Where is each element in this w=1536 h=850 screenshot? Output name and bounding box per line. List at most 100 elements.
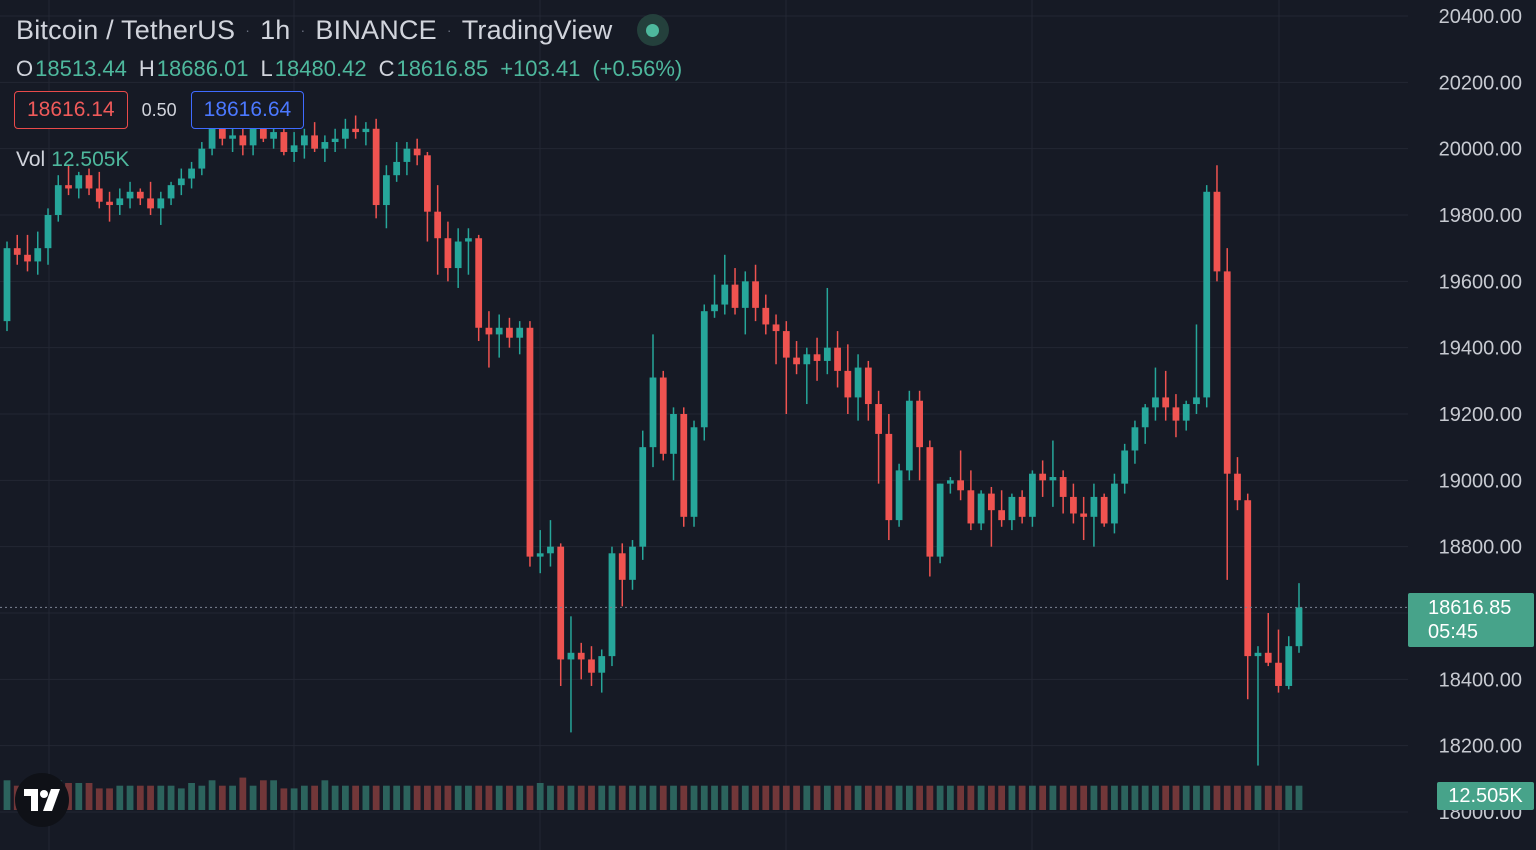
volume-bar xyxy=(506,785,513,810)
candle-body xyxy=(741,281,749,308)
candle-body xyxy=(1213,191,1221,272)
candle-body xyxy=(1182,404,1190,421)
candle-body xyxy=(1264,652,1272,663)
volume-bar xyxy=(772,785,780,810)
volume-bar xyxy=(413,785,421,810)
candle-body xyxy=(834,347,841,371)
sell-price-button[interactable]: 18616.14 xyxy=(14,91,128,129)
volume-bar xyxy=(1162,785,1170,810)
volume-bar xyxy=(383,785,390,810)
source-label: TradingView xyxy=(461,14,613,45)
volume-bar xyxy=(608,785,616,810)
volume-bar xyxy=(1182,785,1190,810)
candle-body xyxy=(198,148,206,169)
candle-body xyxy=(690,427,698,517)
candle-body xyxy=(424,155,431,212)
candle-body xyxy=(1162,397,1170,408)
volume-bar xyxy=(526,785,534,810)
candle-body xyxy=(444,238,452,269)
volume-bar xyxy=(300,785,308,810)
volume-bar xyxy=(844,785,852,810)
volume-bar xyxy=(1152,785,1159,810)
volume-bar xyxy=(331,785,339,810)
volume-bar xyxy=(547,785,554,810)
candle-body xyxy=(700,311,708,428)
volume-bar xyxy=(1018,785,1026,810)
volume-bar xyxy=(3,780,11,810)
header-separator: · xyxy=(245,22,251,38)
candle-body xyxy=(854,367,862,398)
volume-bar xyxy=(75,783,83,810)
volume-bar xyxy=(516,785,524,810)
volume-bar xyxy=(495,785,503,810)
volume-bar xyxy=(177,788,185,810)
candle-body xyxy=(85,175,93,189)
volume-bar xyxy=(1121,785,1129,810)
market-open-icon[interactable] xyxy=(636,14,669,46)
candle-body xyxy=(1244,500,1252,657)
volume-bar xyxy=(700,785,708,810)
candle-body xyxy=(506,327,513,338)
candle-body xyxy=(34,248,42,262)
candle-body xyxy=(485,327,493,335)
volume-bar xyxy=(1049,785,1057,810)
volume-bar xyxy=(321,780,329,810)
volume-bar xyxy=(393,785,401,810)
candle-body xyxy=(1018,496,1026,517)
volume-bar xyxy=(311,785,319,810)
candle-body xyxy=(75,175,83,189)
candle-body xyxy=(721,284,729,305)
volume-legend[interactable]: Vol 12.505K xyxy=(16,148,129,172)
candle-body xyxy=(844,370,852,398)
candle-body xyxy=(967,490,975,524)
candle-body xyxy=(557,546,565,660)
tradingview-logo-icon[interactable] xyxy=(15,773,69,827)
volume-key: Vol xyxy=(16,148,46,171)
candle-body xyxy=(598,656,606,673)
candle-body xyxy=(516,327,524,338)
volume-bar xyxy=(465,785,472,810)
candle-body xyxy=(1172,407,1180,421)
volume-bar xyxy=(649,785,657,810)
candle-body xyxy=(885,433,893,521)
volume-bar xyxy=(1100,785,1108,810)
candle-body xyxy=(300,135,308,146)
candle-body xyxy=(249,128,257,146)
candle-body xyxy=(290,145,298,152)
candle-body xyxy=(813,354,821,361)
candle-body xyxy=(526,327,534,557)
y-tick-label: 19000.00 xyxy=(1439,470,1522,492)
symbol-title[interactable]: Bitcoin / TetherUS xyxy=(16,14,236,45)
volume-bar xyxy=(1254,785,1262,810)
volume-bar xyxy=(998,785,1006,810)
candle-body xyxy=(126,191,134,199)
volume-bar xyxy=(803,785,811,810)
candle-body xyxy=(1059,477,1067,497)
candle-body xyxy=(547,546,554,554)
volume-bar xyxy=(454,785,462,810)
candle-body xyxy=(434,211,442,239)
candle-body xyxy=(239,135,247,146)
candle-body xyxy=(1029,473,1036,517)
volume-bar xyxy=(659,785,667,810)
chart-header: Bitcoin / TetherUS · 1h · BINANCE · Trad… xyxy=(16,14,669,46)
buy-price-button[interactable]: 18616.64 xyxy=(190,91,305,129)
y-tick-label: 19600.00 xyxy=(1439,271,1522,293)
interval-label[interactable]: 1h xyxy=(260,14,291,45)
volume-bar xyxy=(362,785,370,810)
volume-bar xyxy=(690,785,698,810)
volume-bar xyxy=(1264,785,1272,810)
candle-body xyxy=(649,377,657,448)
y-tick-label: 20200.00 xyxy=(1439,72,1522,94)
volume-bar xyxy=(1285,785,1293,810)
volume-bar xyxy=(280,788,288,810)
candle-body xyxy=(782,331,790,358)
volume-bar xyxy=(782,785,790,810)
candle-body xyxy=(957,480,965,491)
candle-body xyxy=(1008,496,1016,521)
candle-body xyxy=(475,238,483,328)
candle-body xyxy=(1285,646,1293,686)
candle-body xyxy=(383,175,390,206)
volume-bar xyxy=(485,785,493,810)
